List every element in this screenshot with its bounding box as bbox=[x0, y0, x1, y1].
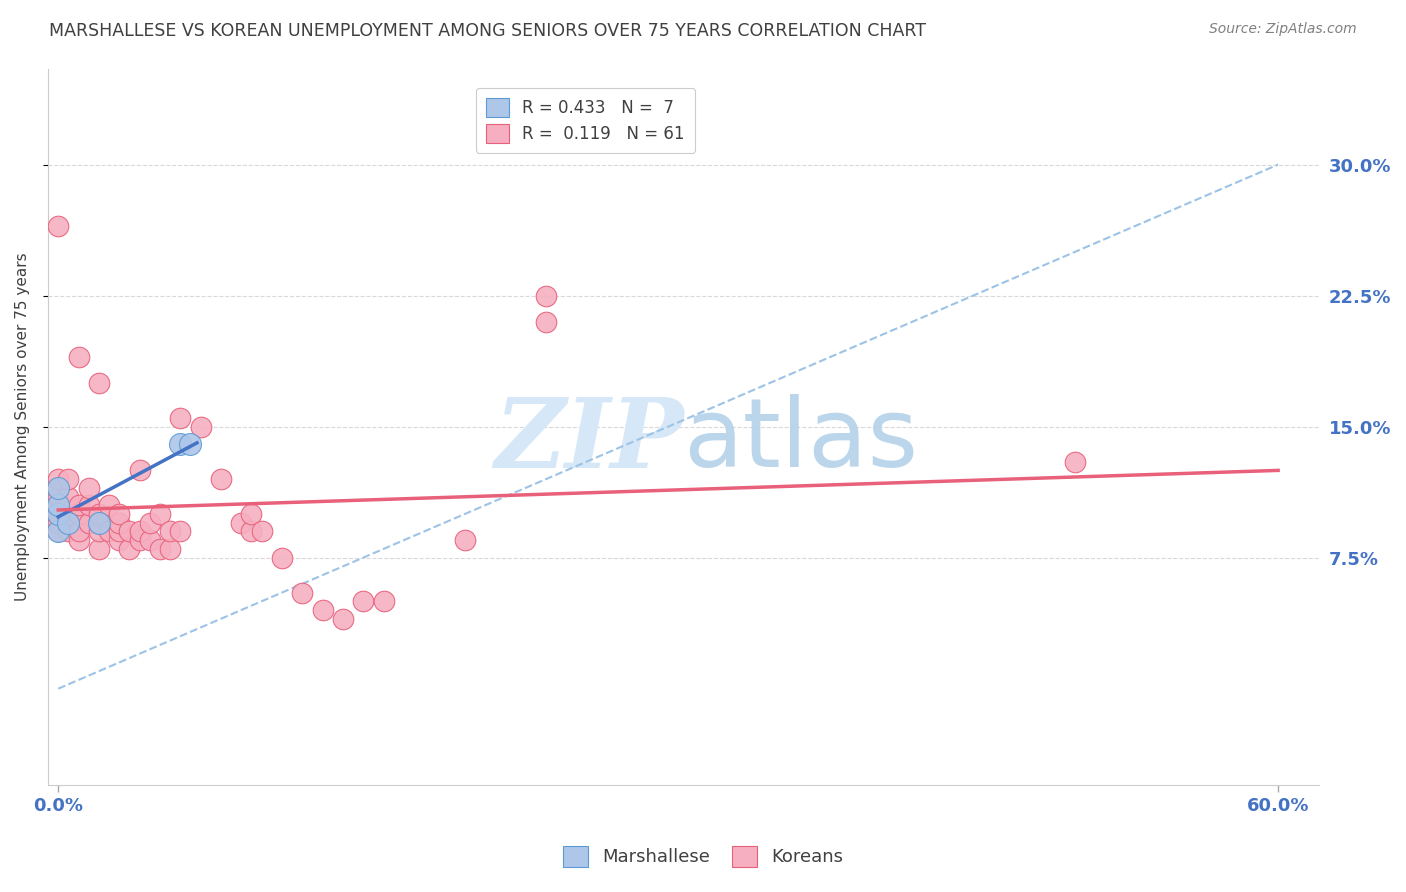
Point bbox=[87, 516, 110, 530]
Point bbox=[46, 524, 69, 539]
Text: ZIP: ZIP bbox=[494, 394, 683, 488]
Point bbox=[87, 541, 110, 556]
Legend: R = 0.433   N =  7, R =  0.119   N = 61: R = 0.433 N = 7, R = 0.119 N = 61 bbox=[475, 87, 695, 153]
Point bbox=[159, 541, 181, 556]
Point bbox=[118, 524, 141, 539]
Point bbox=[179, 437, 201, 451]
Point bbox=[46, 516, 69, 530]
Point bbox=[128, 463, 150, 477]
Point bbox=[67, 350, 90, 364]
Point bbox=[77, 516, 100, 530]
Point bbox=[87, 524, 110, 539]
Y-axis label: Unemployment Among Seniors over 75 years: Unemployment Among Seniors over 75 years bbox=[15, 252, 30, 601]
Point bbox=[454, 533, 477, 548]
Point bbox=[77, 498, 100, 512]
Point bbox=[240, 507, 263, 521]
Point bbox=[67, 507, 90, 521]
Point bbox=[108, 524, 131, 539]
Point bbox=[169, 524, 191, 539]
Point bbox=[169, 437, 191, 451]
Point bbox=[291, 585, 314, 599]
Point bbox=[58, 507, 80, 521]
Point bbox=[1063, 454, 1085, 468]
Point bbox=[46, 507, 69, 521]
Point bbox=[149, 541, 172, 556]
Point bbox=[138, 533, 160, 548]
Point bbox=[169, 411, 191, 425]
Point bbox=[58, 524, 80, 539]
Point bbox=[128, 533, 150, 548]
Point bbox=[58, 516, 80, 530]
Point bbox=[46, 481, 69, 495]
Point bbox=[108, 533, 131, 548]
Point bbox=[87, 507, 110, 521]
Point bbox=[58, 516, 80, 530]
Point bbox=[138, 516, 160, 530]
Point bbox=[46, 498, 69, 512]
Point bbox=[46, 498, 69, 512]
Point bbox=[46, 524, 69, 539]
Point bbox=[209, 472, 232, 486]
Point bbox=[46, 219, 69, 233]
Point bbox=[98, 498, 121, 512]
Point bbox=[67, 524, 90, 539]
Point bbox=[373, 594, 395, 608]
Point bbox=[534, 315, 557, 329]
Point bbox=[58, 472, 80, 486]
Point bbox=[67, 498, 90, 512]
Point bbox=[87, 376, 110, 390]
Point bbox=[67, 533, 90, 548]
Point bbox=[352, 594, 374, 608]
Point bbox=[534, 288, 557, 302]
Point bbox=[98, 524, 121, 539]
Point bbox=[46, 481, 69, 495]
Point bbox=[118, 541, 141, 556]
Point bbox=[332, 612, 354, 626]
Point bbox=[240, 524, 263, 539]
Point bbox=[46, 481, 69, 495]
Point bbox=[46, 490, 69, 504]
Point bbox=[128, 524, 150, 539]
Point bbox=[108, 516, 131, 530]
Point bbox=[250, 524, 273, 539]
Text: atlas: atlas bbox=[683, 394, 918, 487]
Point bbox=[77, 481, 100, 495]
Point bbox=[159, 524, 181, 539]
Text: MARSHALLESE VS KOREAN UNEMPLOYMENT AMONG SENIORS OVER 75 YEARS CORRELATION CHART: MARSHALLESE VS KOREAN UNEMPLOYMENT AMONG… bbox=[49, 22, 927, 40]
Point bbox=[231, 516, 253, 530]
Point bbox=[270, 550, 292, 565]
Point bbox=[46, 507, 69, 521]
Point bbox=[46, 472, 69, 486]
Text: Source: ZipAtlas.com: Source: ZipAtlas.com bbox=[1209, 22, 1357, 37]
Point bbox=[190, 419, 212, 434]
Point bbox=[149, 507, 172, 521]
Point bbox=[87, 516, 110, 530]
Point bbox=[58, 490, 80, 504]
Point bbox=[108, 507, 131, 521]
Point bbox=[311, 603, 333, 617]
Legend: Marshallese, Koreans: Marshallese, Koreans bbox=[555, 838, 851, 874]
